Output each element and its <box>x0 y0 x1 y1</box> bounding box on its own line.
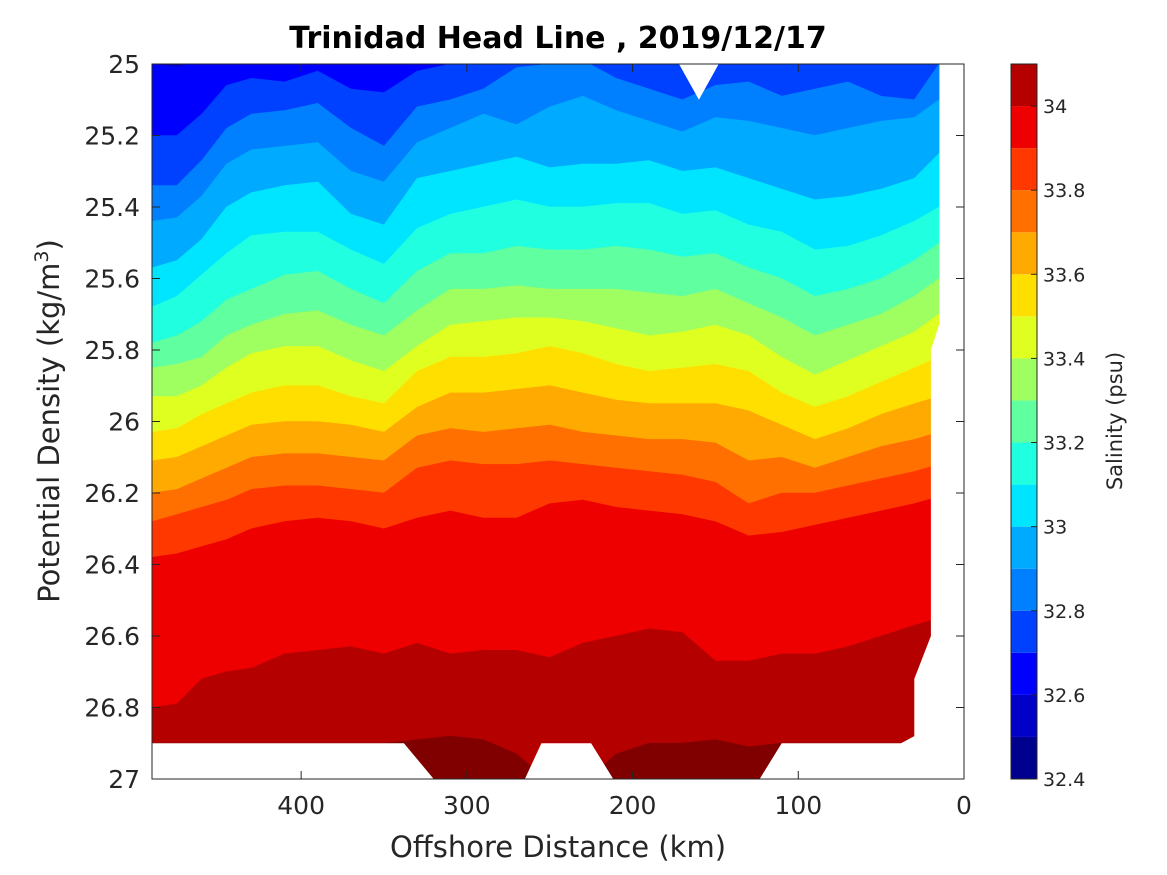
colorbar-ticks: 32.4 32.6 32.8 33 33.2 33.4 33.6 33.8 34 <box>1031 96 1085 791</box>
colorbar-tick-label: 32.8 <box>1043 601 1085 623</box>
colorbar-segment <box>1011 64 1037 107</box>
colorbar-segment <box>1011 148 1037 191</box>
colorbar <box>1011 64 1037 779</box>
y-tick-label: 25.4 <box>84 193 140 222</box>
colorbar-tick-label: 32.4 <box>1043 769 1085 791</box>
colorbar-segment <box>1011 652 1037 695</box>
colorbar-tick-label: 33.4 <box>1043 348 1085 370</box>
colorbar-segment <box>1011 274 1037 317</box>
x-tick-label: 0 <box>956 791 972 820</box>
y-tick-label: 27 <box>108 765 140 794</box>
colorbar-segment <box>1011 358 1037 401</box>
y-tick-label: 26.4 <box>84 551 140 580</box>
y-tick-label: 26 <box>108 408 140 437</box>
y-axis-title-main: Potential Density (kg/m <box>32 263 66 603</box>
no-data-region <box>152 743 434 779</box>
y-tick-label: 25.8 <box>84 336 140 365</box>
y-tick-label: 26.2 <box>84 479 140 508</box>
colorbar-segment <box>1011 484 1037 527</box>
no-data-region <box>524 743 614 779</box>
y-axis-title: Potential Density (kg/m3) <box>31 239 66 603</box>
colorbar-tick-label: 33.8 <box>1043 180 1085 202</box>
x-tick-label: 100 <box>774 791 822 820</box>
x-tick-label: 300 <box>443 791 491 820</box>
colorbar-tick-label: 32.6 <box>1043 685 1085 707</box>
no-data-region <box>759 64 964 779</box>
no-data-mask <box>152 64 964 779</box>
colorbar-segment <box>1011 442 1037 485</box>
y-tick-label: 25 <box>108 50 140 79</box>
colorbar-segment <box>1011 400 1037 443</box>
colorbar-tick-label: 34 <box>1043 96 1067 118</box>
y-tick-label: 26.8 <box>84 694 140 723</box>
colorbar-segment <box>1011 232 1037 275</box>
colorbar-segment <box>1011 736 1037 779</box>
contour-fill-layer <box>152 64 940 779</box>
colorbar-frame <box>1010 63 1038 780</box>
x-axis-title: Offshore Distance (km) <box>390 830 726 864</box>
colorbar-tick-label: 33.2 <box>1043 433 1085 455</box>
colorbar-segment <box>1011 190 1037 233</box>
y-tick-label: 25.6 <box>84 265 140 294</box>
colorbar-title: Salinity (psu) <box>1103 352 1127 490</box>
y-axis-title-close: ) <box>32 239 66 250</box>
y-axis-title-superscript: 3 <box>31 250 53 262</box>
colorbar-tick-label: 33 <box>1043 517 1067 539</box>
x-axis: 400 300 200 100 0 <box>277 64 972 820</box>
y-axis: 25 25.2 25.4 25.6 25.8 26 26.2 26.4 26.6 26.8 27 <box>84 50 964 794</box>
x-tick-label: 200 <box>609 791 657 820</box>
chart-title: Trinidad Head Line , 2019/12/17 <box>289 21 826 56</box>
colorbar-segment <box>1011 316 1037 359</box>
colorbar-segment <box>1011 568 1037 611</box>
x-tick-label: 400 <box>277 791 325 820</box>
y-tick-label: 26.6 <box>84 622 140 651</box>
colorbar-tick-label: 33.6 <box>1043 264 1085 286</box>
colorbar-segment <box>1011 106 1037 149</box>
y-tick-label: 25.2 <box>84 122 140 151</box>
colorbar-segment <box>1011 526 1037 569</box>
colorbar-segment <box>1011 694 1037 737</box>
colorbar-segment <box>1011 610 1037 653</box>
no-data-region <box>679 64 719 100</box>
